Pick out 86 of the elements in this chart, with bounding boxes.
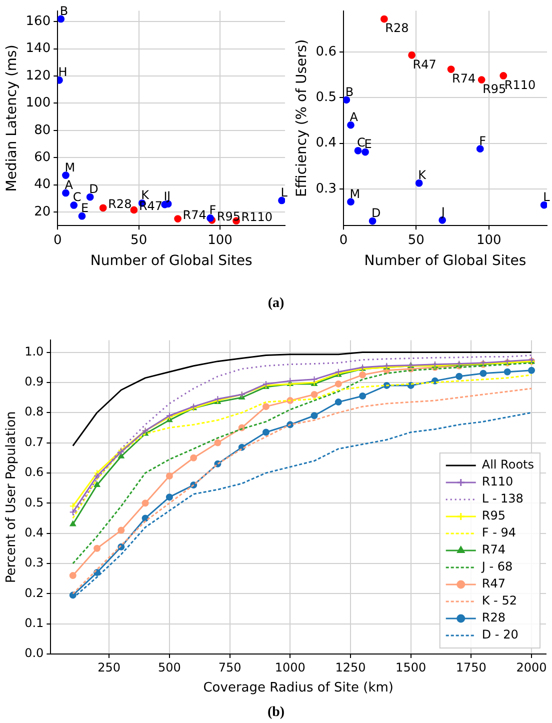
x-axis-title: Number of Global Sites <box>90 253 252 270</box>
y-tick-label: 0.8 <box>24 404 44 419</box>
y-tick-label: 0.5 <box>24 495 44 510</box>
legend-label: J - 68 <box>480 560 513 574</box>
legend-label: All Roots <box>482 458 534 472</box>
annotation: E <box>364 137 372 152</box>
annotation: J <box>166 188 171 203</box>
annotation: R47 <box>412 57 436 72</box>
legend-label: R74 <box>482 542 506 557</box>
y-tick-label: 0.6 <box>316 44 336 60</box>
legend-label: R95 <box>482 508 506 523</box>
x-axis-title: Number of Global Sites <box>364 253 526 270</box>
text: (a) <box>266 296 286 312</box>
x-tick-label: 2000 <box>516 660 547 674</box>
annotation: E <box>80 201 89 216</box>
y-tick-label: 0.9 <box>24 374 44 389</box>
y-tick-label: 1.0 <box>24 344 44 358</box>
legend-label: R28 <box>482 610 506 625</box>
y-tick-label: 0.7 <box>24 434 44 449</box>
legend-label: F - 94 <box>482 526 516 540</box>
y-tick-label: 140 <box>26 41 51 56</box>
y-axis-title: Percent of User Population <box>4 411 20 583</box>
y-tick-label: 100 <box>26 96 51 111</box>
annotation: M <box>64 160 76 174</box>
annotation: R110 <box>241 210 273 224</box>
y-tick-label: 0.2 <box>24 586 44 600</box>
y-tick-label: 0.4 <box>24 525 44 540</box>
y-tick-label: 0.4 <box>316 136 336 151</box>
annotation: R74 <box>182 208 206 222</box>
y-tick-label: 40 <box>34 177 51 192</box>
y-tick-label: 120 <box>26 68 51 84</box>
y-axis-title: Median Latency (ms) <box>4 44 20 192</box>
annotation: R28 <box>385 21 409 36</box>
annotation: H <box>58 65 68 80</box>
x-tick-label: 1000 <box>274 660 306 674</box>
x-tick-label: 0 <box>339 232 348 248</box>
annotation: F <box>479 134 486 148</box>
x-tick-label: 1500 <box>396 660 426 674</box>
annotation: A <box>350 110 359 124</box>
y-tick-label: 160 <box>26 14 51 30</box>
annotation: B <box>60 4 68 18</box>
annotation: I <box>164 190 168 204</box>
y-tick-label: 0.0 <box>24 646 44 660</box>
legend-label: K - 52 <box>482 594 517 608</box>
y-tick-label: 20 <box>34 204 51 220</box>
annotation: L <box>280 185 288 200</box>
y-tick-label: 0.1 <box>24 616 44 630</box>
annotation: C <box>357 136 366 150</box>
x-tick-label: 750 <box>218 660 242 674</box>
legend-label: D - 20 <box>482 628 518 642</box>
y-axis-title: Efficiency (% of Users) <box>294 39 310 198</box>
x-tick-label: 1250 <box>335 660 366 674</box>
annotation: R95 <box>482 82 506 96</box>
x-tick-label: 100 <box>476 232 502 248</box>
annotation: C <box>72 190 82 204</box>
y-tick-label: 0.6 <box>24 465 44 480</box>
annotation: R110 <box>504 78 536 92</box>
legend-label: L - 138 <box>482 492 524 506</box>
legend-label: R110 <box>482 474 514 489</box>
y-tick-label: 0.5 <box>316 90 336 106</box>
text: (b) <box>266 705 286 721</box>
annotation: D <box>372 206 381 220</box>
annotation: F <box>209 203 216 218</box>
annotation: R74 <box>452 71 476 86</box>
legend-label: R47 <box>482 576 506 591</box>
x-tick-label: 50 <box>130 232 148 248</box>
y-tick-label: 0.3 <box>316 181 336 196</box>
x-tick-label: 250 <box>98 660 121 674</box>
x-tick-label: 0 <box>53 232 62 248</box>
annotation: M <box>350 186 360 201</box>
x-tick-label: 1750 <box>456 660 486 674</box>
x-tick-label: 100 <box>208 232 232 248</box>
annotation: L <box>543 190 550 204</box>
annotation: R95 <box>216 209 241 224</box>
y-tick-label: 60 <box>34 150 51 165</box>
x-axis-title: Coverage Radius of Site (km) <box>203 680 394 696</box>
y-tick-label: 0.3 <box>24 556 44 570</box>
x-tick-label: 500 <box>158 660 181 674</box>
x-tick-label: 50 <box>408 232 424 248</box>
annotation: B <box>345 84 354 99</box>
annotation: J <box>440 205 445 220</box>
annotation: D <box>89 182 98 196</box>
annotation: R28 <box>108 197 132 212</box>
annotation: K <box>418 168 428 182</box>
y-tick-label: 80 <box>34 122 51 138</box>
annotation: A <box>64 178 74 192</box>
